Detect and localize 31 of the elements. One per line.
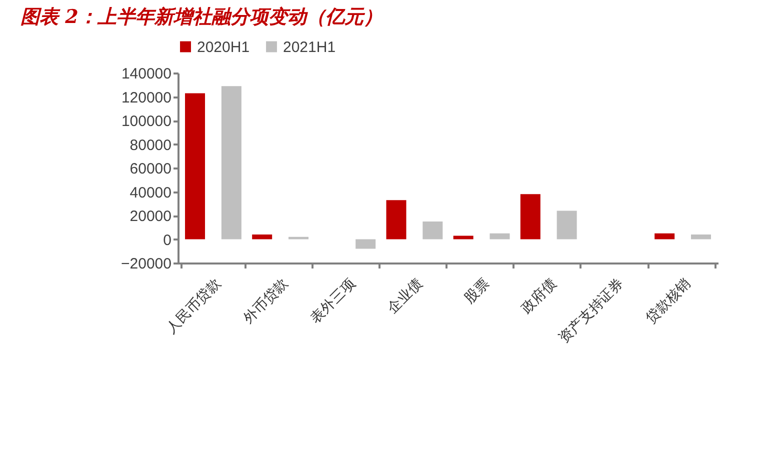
bar bbox=[221, 86, 242, 240]
bar bbox=[252, 234, 272, 240]
y-tick-label: −20000 bbox=[121, 256, 172, 272]
bar bbox=[422, 221, 443, 240]
x-tick-label: 表外三项 bbox=[308, 276, 358, 327]
x-tick-label: 股票 bbox=[462, 276, 493, 307]
y-tick-label: 60000 bbox=[130, 160, 172, 178]
bar bbox=[185, 93, 206, 240]
y-tick-label: 120000 bbox=[121, 89, 172, 106]
y-tick-label: 20000 bbox=[130, 208, 172, 225]
bar bbox=[386, 200, 406, 240]
y-tick-label: 100000 bbox=[121, 113, 172, 130]
bar bbox=[288, 236, 309, 240]
bar bbox=[654, 233, 675, 240]
bar bbox=[453, 236, 474, 240]
legend-label: 2020H1 bbox=[197, 38, 250, 56]
legend-label: 2021H1 bbox=[283, 38, 336, 56]
y-tick-label: 80000 bbox=[130, 136, 172, 154]
bar bbox=[690, 234, 711, 240]
y-tick-label: 140000 bbox=[121, 66, 172, 82]
x-tick-label: 人民币贷款 bbox=[164, 276, 224, 337]
x-tick-label: 外币贷款 bbox=[240, 276, 292, 327]
x-tick-label: 贷款核销 bbox=[642, 276, 694, 327]
bar bbox=[520, 194, 540, 240]
bar bbox=[556, 210, 577, 240]
chart-title: 图表 2：上半年新增社融分项变动（亿元） bbox=[20, 6, 382, 28]
y-tick-label: 0 bbox=[163, 232, 172, 249]
x-tick-label: 企业债 bbox=[384, 276, 426, 317]
bar bbox=[490, 233, 510, 240]
y-tick-label: 40000 bbox=[130, 184, 172, 202]
bar bbox=[356, 239, 376, 249]
